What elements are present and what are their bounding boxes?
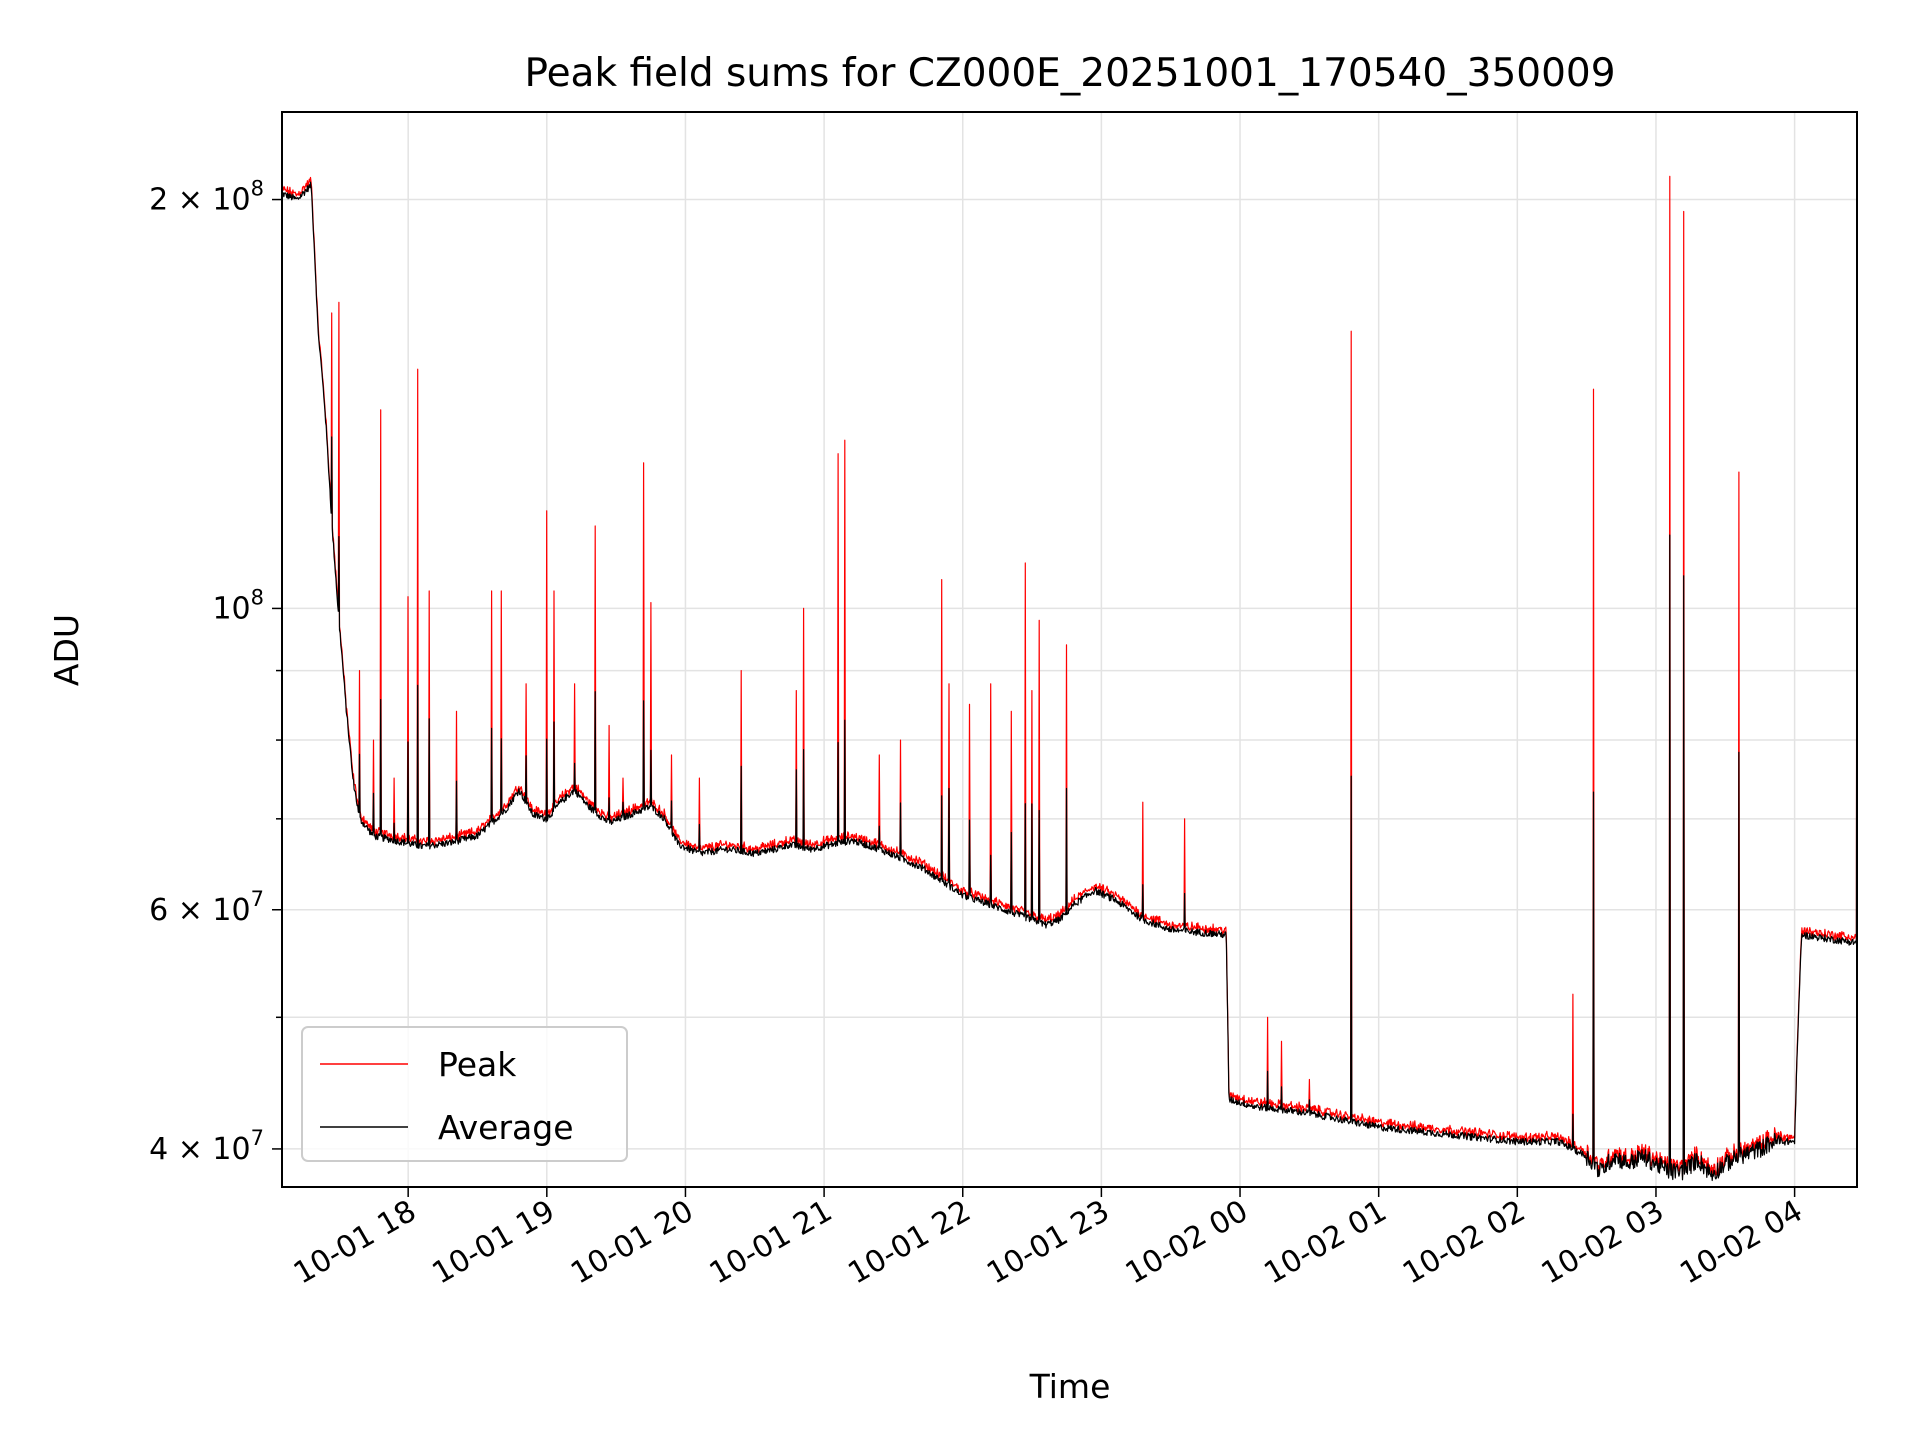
y-tick-base: 4 × 10 — [149, 1132, 250, 1167]
y-tick-label: 108 — [212, 585, 264, 626]
legend-label-average: Average — [438, 1108, 574, 1147]
y-tick-base: 10 — [212, 591, 250, 626]
y-tick-exponent: 7 — [251, 1126, 264, 1150]
x-axis-label: Time — [1029, 1367, 1111, 1406]
y-tick-exponent: 7 — [251, 887, 264, 911]
legend: Peak Average — [301, 1026, 628, 1162]
y-tick-exponent: 8 — [251, 585, 264, 609]
grid-lines — [282, 112, 1857, 1187]
y-tick-label: 6 × 107 — [149, 887, 264, 928]
y-axis-label: ADU — [47, 614, 86, 686]
y-tick-label: 2 × 108 — [149, 177, 264, 218]
chart-title: Peak field sums for CZ000E_20251001_1705… — [524, 51, 1615, 96]
y-tick-base: 6 × 10 — [149, 893, 250, 928]
average-series-line — [282, 181, 1857, 1182]
legend-label-peak: Peak — [438, 1045, 517, 1084]
y-tick-label: 4 × 107 — [149, 1126, 264, 1167]
y-tick-base: 2 × 10 — [149, 183, 250, 218]
y-tick-exponent: 8 — [251, 177, 264, 201]
series-lines — [282, 175, 1857, 1182]
plot-frame — [281, 111, 1858, 1188]
